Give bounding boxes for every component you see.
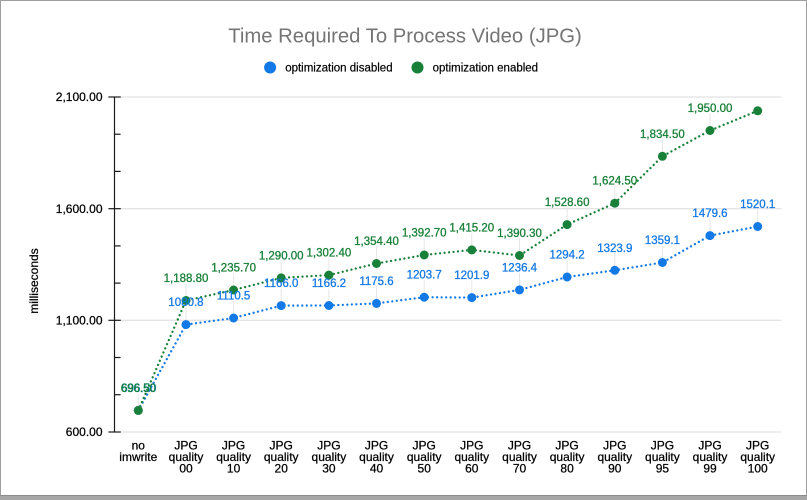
svg-text:00: 00 [179, 462, 193, 476]
svg-text:JPG: JPG [460, 438, 483, 452]
svg-text:1,415.20: 1,415.20 [449, 222, 494, 234]
svg-text:quality: quality [550, 450, 585, 464]
svg-text:1323.9: 1323.9 [597, 243, 632, 255]
svg-text:JPG: JPG [270, 438, 293, 452]
svg-text:JPG: JPG [317, 438, 340, 452]
svg-text:1236.4: 1236.4 [502, 262, 538, 274]
svg-text:1,302.40: 1,302.40 [307, 248, 352, 260]
svg-text:100: 100 [748, 462, 768, 476]
svg-text:optimization enabled: optimization enabled [433, 63, 538, 75]
svg-text:1,624.50: 1,624.50 [592, 176, 637, 188]
svg-text:quality: quality [359, 450, 394, 464]
svg-text:JPG: JPG [555, 438, 578, 452]
svg-text:1,834.50: 1,834.50 [640, 129, 685, 141]
svg-text:1080.8: 1080.8 [168, 297, 203, 309]
svg-text:80: 80 [560, 462, 574, 476]
svg-text:90: 90 [608, 462, 622, 476]
svg-text:600.00: 600.00 [66, 425, 103, 439]
svg-text:quality: quality [407, 450, 442, 464]
svg-text:1,392.70: 1,392.70 [402, 228, 447, 240]
svg-text:1,600.00: 1,600.00 [56, 202, 103, 216]
svg-text:1294.2: 1294.2 [550, 250, 585, 262]
svg-text:10: 10 [227, 462, 241, 476]
svg-text:20: 20 [275, 462, 289, 476]
svg-text:1520.1: 1520.1 [740, 199, 775, 211]
svg-text:696.50: 696.50 [121, 383, 156, 395]
svg-text:quality: quality [216, 450, 251, 464]
svg-text:1201.9: 1201.9 [454, 270, 489, 282]
svg-text:quality: quality [597, 450, 632, 464]
svg-text:1203.7: 1203.7 [407, 270, 442, 282]
svg-text:1,235.70: 1,235.70 [211, 263, 256, 275]
svg-text:1,188.80: 1,188.80 [164, 273, 209, 285]
svg-text:1,390.30: 1,390.30 [497, 228, 542, 240]
svg-text:JPG: JPG [174, 438, 197, 452]
svg-text:60: 60 [465, 462, 479, 476]
svg-text:quality: quality [740, 450, 775, 464]
svg-text:40: 40 [370, 462, 384, 476]
svg-text:milliseconds: milliseconds [27, 248, 41, 313]
svg-text:quality: quality [693, 450, 728, 464]
svg-text:50: 50 [418, 462, 432, 476]
svg-text:quality: quality [169, 450, 204, 464]
svg-text:2,100.00: 2,100.00 [56, 90, 103, 104]
svg-text:quality: quality [264, 450, 299, 464]
svg-text:JPG: JPG [413, 438, 436, 452]
svg-text:70: 70 [513, 462, 527, 476]
svg-text:imwrite: imwrite [119, 450, 157, 464]
svg-text:1359.1: 1359.1 [645, 235, 680, 247]
svg-text:1,354.40: 1,354.40 [354, 236, 399, 248]
svg-text:30: 30 [322, 462, 336, 476]
svg-text:quality: quality [454, 450, 489, 464]
svg-text:Time Required To Process Video: Time Required To Process Video (JPG) [228, 26, 582, 48]
svg-text:1166.0: 1166.0 [264, 278, 298, 290]
svg-text:no: no [132, 438, 146, 452]
svg-text:1,100.00: 1,100.00 [56, 314, 103, 328]
svg-text:99: 99 [703, 462, 717, 476]
svg-text:JPG: JPG [365, 438, 388, 452]
svg-text:quality: quality [312, 450, 347, 464]
svg-text:JPG: JPG [698, 438, 721, 452]
svg-text:1175.6: 1175.6 [359, 276, 393, 288]
svg-text:quality: quality [502, 450, 537, 464]
svg-text:696.50: 696.50 [121, 383, 156, 395]
svg-text:95: 95 [656, 462, 670, 476]
svg-text:quality: quality [645, 450, 680, 464]
svg-text:JPG: JPG [603, 438, 626, 452]
svg-text:optimization disabled: optimization disabled [285, 63, 392, 75]
svg-text:JPG: JPG [222, 438, 245, 452]
svg-text:JPG: JPG [508, 438, 531, 452]
svg-text:JPG: JPG [746, 438, 769, 452]
svg-text:1110.5: 1110.5 [217, 291, 250, 303]
svg-text:1166.2: 1166.2 [312, 278, 346, 290]
svg-text:1479.6: 1479.6 [692, 208, 727, 220]
svg-text:1,950.00: 1,950.00 [688, 103, 733, 115]
svg-text:JPG: JPG [651, 438, 674, 452]
svg-text:1,528.60: 1,528.60 [545, 197, 590, 209]
svg-text:1,290.00: 1,290.00 [259, 250, 304, 262]
